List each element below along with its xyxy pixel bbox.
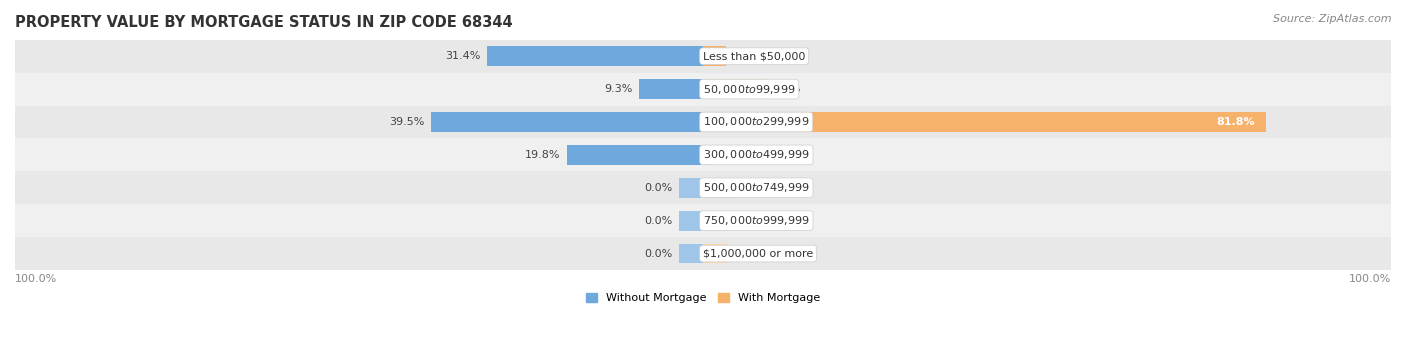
Bar: [679, 178, 703, 198]
Bar: [703, 112, 1265, 132]
Text: 4.6%: 4.6%: [741, 183, 770, 193]
Bar: [703, 145, 710, 165]
Bar: [679, 211, 703, 231]
Bar: [567, 145, 703, 165]
Text: 31.4%: 31.4%: [444, 51, 479, 61]
Text: 100.0%: 100.0%: [15, 274, 58, 284]
Text: 19.8%: 19.8%: [524, 150, 560, 160]
Text: 100.0%: 100.0%: [1348, 274, 1391, 284]
Text: 9.3%: 9.3%: [603, 84, 633, 94]
Text: 9.1%: 9.1%: [772, 84, 801, 94]
Bar: [15, 105, 1391, 138]
Bar: [432, 112, 703, 132]
Text: PROPERTY VALUE BY MORTGAGE STATUS IN ZIP CODE 68344: PROPERTY VALUE BY MORTGAGE STATUS IN ZIP…: [15, 15, 513, 30]
Text: 0.0%: 0.0%: [644, 216, 672, 226]
Bar: [15, 138, 1391, 171]
Text: 0.0%: 0.0%: [734, 216, 762, 226]
Text: Source: ZipAtlas.com: Source: ZipAtlas.com: [1274, 14, 1392, 23]
Bar: [703, 211, 727, 231]
Bar: [15, 73, 1391, 105]
Bar: [15, 40, 1391, 73]
Text: $1,000,000 or more: $1,000,000 or more: [703, 249, 813, 259]
Text: 39.5%: 39.5%: [389, 117, 425, 127]
Text: Less than $50,000: Less than $50,000: [703, 51, 806, 61]
Text: 81.8%: 81.8%: [1216, 117, 1256, 127]
Text: 3.4%: 3.4%: [734, 51, 762, 61]
Bar: [486, 46, 703, 66]
Bar: [703, 46, 727, 66]
Text: 0.0%: 0.0%: [644, 249, 672, 259]
Text: $500,000 to $749,999: $500,000 to $749,999: [703, 181, 810, 194]
Bar: [703, 244, 727, 264]
Text: 1.1%: 1.1%: [717, 150, 745, 160]
Legend: Without Mortgage, With Mortgage: Without Mortgage, With Mortgage: [586, 293, 820, 304]
Bar: [703, 178, 735, 198]
Text: 0.0%: 0.0%: [734, 249, 762, 259]
Bar: [703, 79, 766, 99]
Text: 0.0%: 0.0%: [644, 183, 672, 193]
Bar: [15, 237, 1391, 270]
Bar: [15, 171, 1391, 204]
Text: $750,000 to $999,999: $750,000 to $999,999: [703, 214, 810, 227]
Bar: [15, 204, 1391, 237]
Text: $50,000 to $99,999: $50,000 to $99,999: [703, 83, 796, 96]
Bar: [679, 244, 703, 264]
Text: $100,000 to $299,999: $100,000 to $299,999: [703, 116, 810, 129]
Text: $300,000 to $499,999: $300,000 to $499,999: [703, 148, 810, 162]
Bar: [638, 79, 703, 99]
